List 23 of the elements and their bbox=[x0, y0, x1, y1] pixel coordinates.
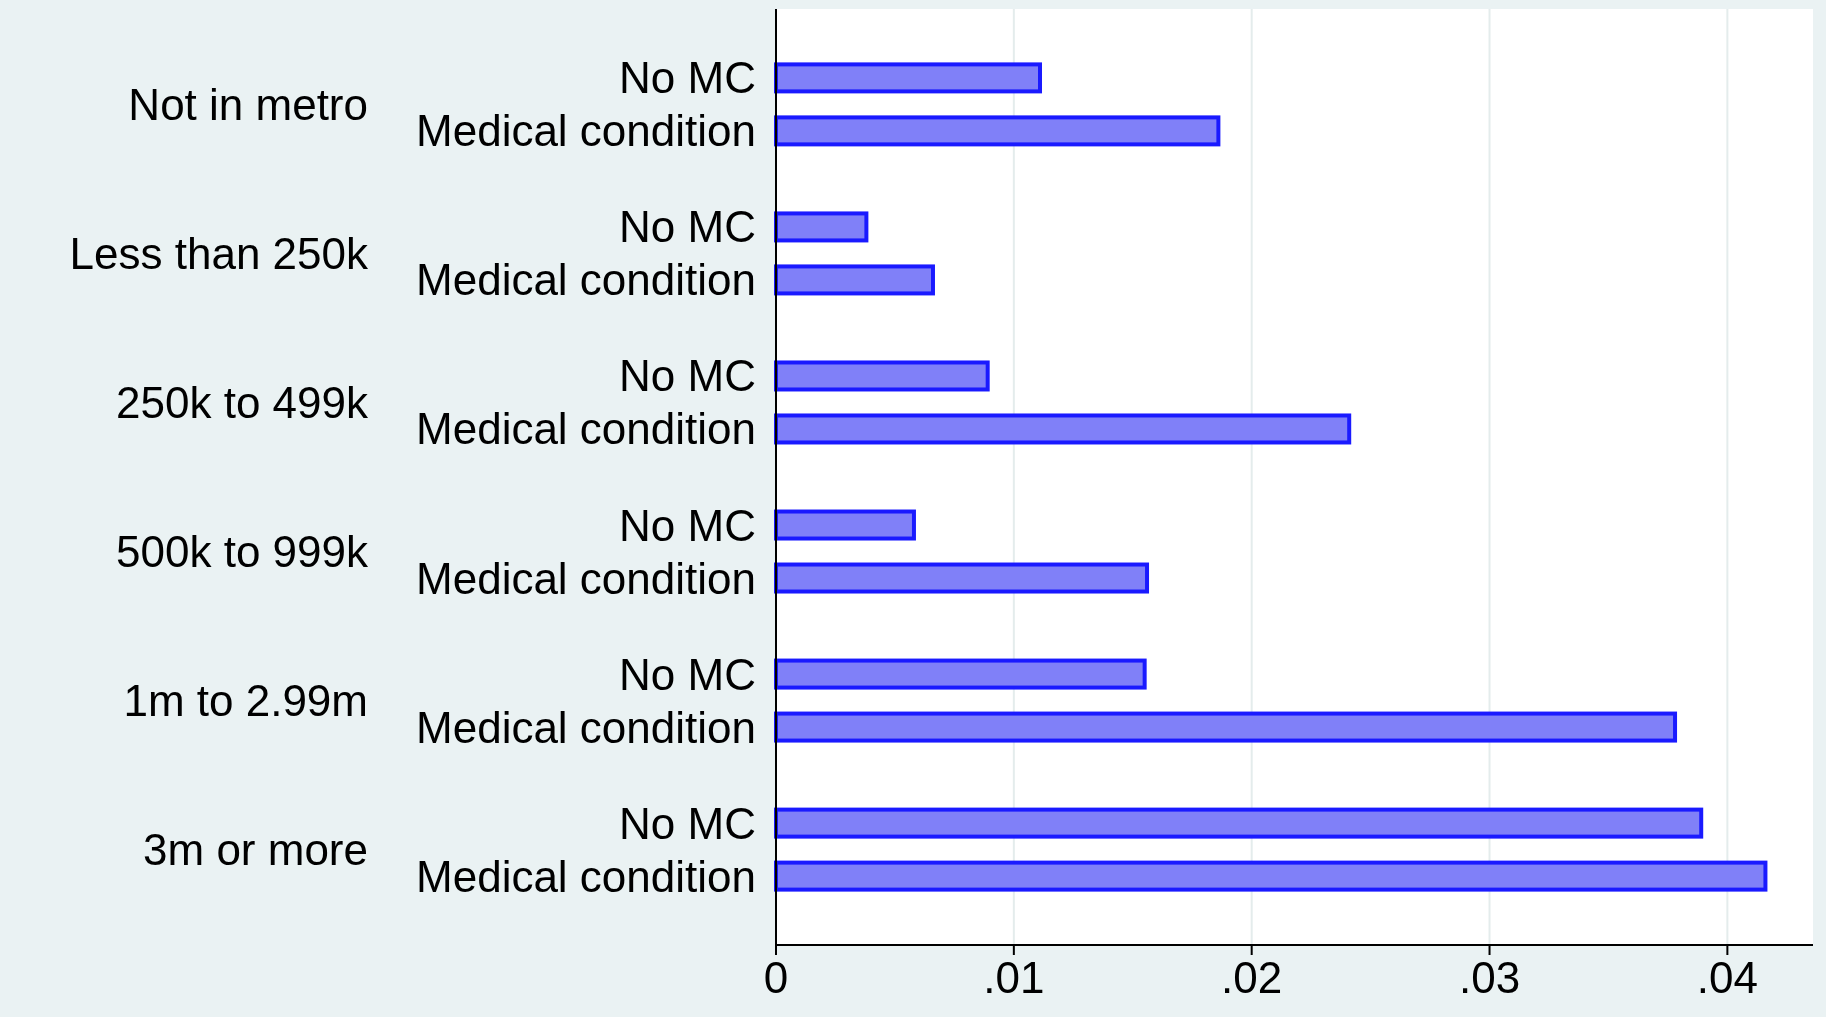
y-tick-label: Medical condition bbox=[416, 553, 756, 603]
y-tick-label: No MC bbox=[619, 649, 756, 699]
y-tick-label: No MC bbox=[619, 202, 756, 252]
x-tick-label: .03 bbox=[1458, 953, 1521, 1002]
text: 500k to 999k bbox=[116, 527, 369, 577]
y-tick-label: No MC bbox=[619, 798, 756, 848]
y-tick-label: No MC bbox=[619, 53, 756, 103]
y-tick-label: Medical condition bbox=[416, 106, 756, 156]
y-tick-label: Medical condition bbox=[416, 702, 756, 752]
x-tick-label: .02 bbox=[1221, 953, 1283, 1002]
x-tick-label: 0 bbox=[763, 953, 789, 1002]
y-tick-label: No MC bbox=[619, 351, 756, 401]
text: Less than 250k bbox=[69, 228, 369, 278]
text: 250k to 499k bbox=[116, 377, 369, 427]
y-tick-label: Medical condition bbox=[416, 255, 756, 305]
y-tick-label: No MC bbox=[619, 500, 756, 550]
x-tick-label: .01 bbox=[983, 953, 1045, 1002]
y-tick-label: Medical condition bbox=[416, 851, 756, 901]
text: 1m to 2.99m bbox=[123, 676, 368, 726]
y-tick-label: Medical condition bbox=[416, 404, 756, 454]
text: 3m or more bbox=[143, 825, 368, 875]
text: Not in metro bbox=[128, 79, 368, 129]
x-tick-label: .04 bbox=[1696, 953, 1758, 1002]
